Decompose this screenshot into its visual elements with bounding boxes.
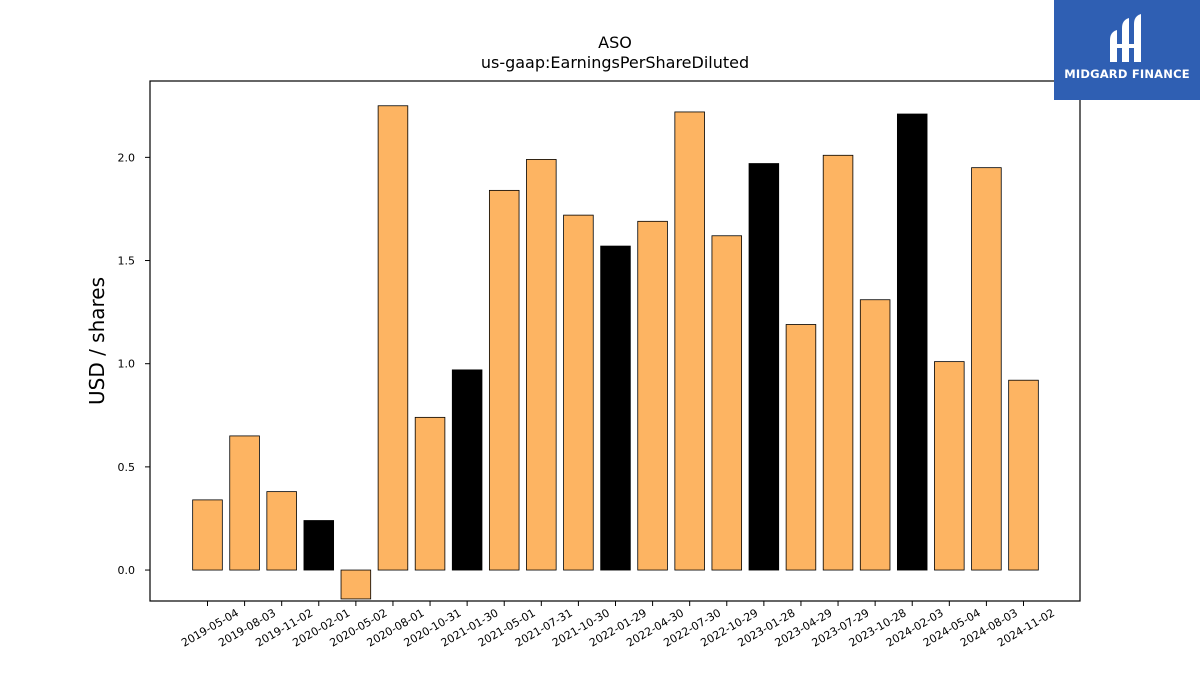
y-tick-label: 0.5	[118, 461, 136, 474]
bar	[785, 324, 817, 571]
bar	[600, 245, 631, 571]
bar	[340, 569, 372, 600]
bar	[451, 369, 483, 571]
bar	[637, 220, 668, 571]
chart-subtitle: us-gaap:EarningsPerShareDiluted	[481, 53, 749, 72]
bar	[377, 105, 409, 571]
bar	[563, 214, 594, 571]
bar	[934, 361, 965, 571]
bar	[748, 163, 780, 571]
y-tick-label: 1.0	[118, 358, 136, 371]
bar	[414, 416, 446, 571]
y-axis-label: USD / shares	[85, 277, 109, 405]
bar	[303, 520, 335, 571]
bar	[1008, 379, 1039, 571]
bar	[711, 235, 743, 571]
chart-title: ASO	[598, 33, 632, 52]
bar	[192, 499, 223, 571]
bar	[971, 167, 1002, 571]
plot-area: 0.00.51.01.52.02019-05-042019-08-032019-…	[118, 80, 1081, 650]
bar	[526, 159, 557, 571]
brand-logo: MIDGARD FINANCE	[1054, 0, 1200, 100]
bar	[859, 299, 891, 571]
brand-mark-icon	[1110, 14, 1141, 62]
y-tick-label: 0.0	[118, 564, 136, 577]
bar	[896, 113, 928, 571]
bar	[822, 154, 854, 571]
bar	[488, 189, 520, 571]
bar	[266, 491, 297, 571]
y-tick-label: 2.0	[118, 151, 136, 164]
y-tick-label: 1.5	[118, 255, 136, 268]
bar	[229, 435, 260, 571]
bar	[674, 111, 705, 571]
brand-name: MIDGARD FINANCE	[1064, 67, 1190, 81]
